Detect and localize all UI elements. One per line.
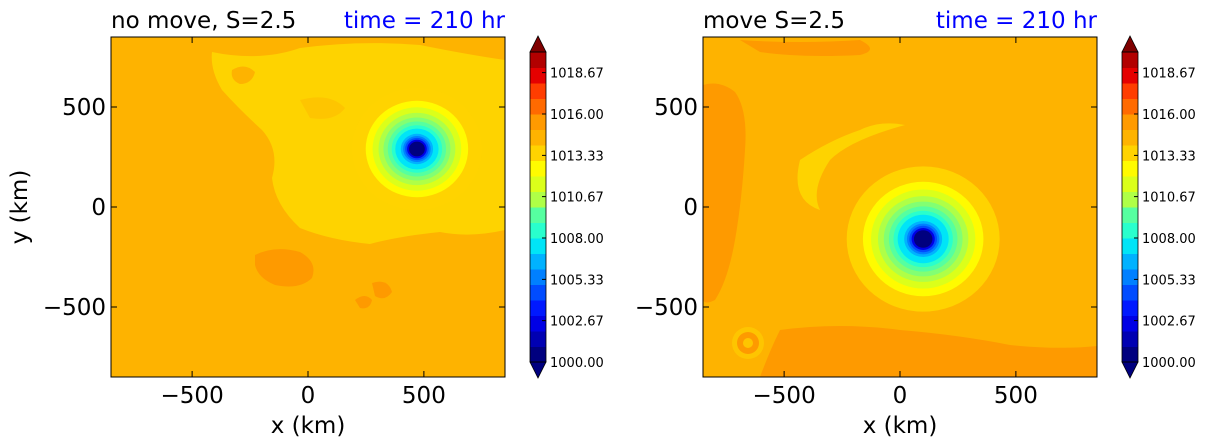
colorbar-tick-label: 1000.00 — [1142, 356, 1196, 371]
colorbar-segment — [1122, 145, 1138, 161]
colorbar-tick-label: 1000.00 — [550, 356, 604, 371]
colorbar-segment — [530, 129, 546, 146]
colorbar-segment — [1122, 222, 1138, 239]
colorbar-segment — [1122, 52, 1138, 68]
colorbar-segment — [1122, 67, 1138, 84]
colorbar-tick-label: 1013.33 — [550, 149, 604, 164]
colorbar-segment — [530, 331, 546, 347]
colorbar-segment — [530, 191, 546, 208]
colorbar-segment — [530, 284, 546, 301]
colorbar-tick-label: 1013.33 — [1142, 149, 1196, 164]
vortex-rings-move — [846, 166, 1000, 312]
colorbar-tick-label: 1016.00 — [1142, 108, 1196, 123]
colorbar-segment — [530, 83, 546, 99]
colorbar-extend-max — [529, 35, 547, 53]
time-label: time = 210 hr — [936, 8, 1098, 34]
x-tick-label: −500 — [753, 383, 816, 409]
colorbar-tick-label: 1016.00 — [550, 108, 604, 123]
colorbar-segment — [530, 145, 546, 161]
panel-title: no move, S=2.5 — [111, 8, 296, 34]
colorbar-extend-max — [1121, 35, 1139, 53]
y-tick-label: 0 — [91, 195, 106, 221]
x-axis-label: x (km) — [271, 413, 346, 439]
colorbar-tick-label: 1010.67 — [1142, 191, 1196, 206]
colorbar-tick-label: 1010.67 — [550, 191, 604, 206]
colorbar-segment — [530, 176, 546, 192]
x-tick-label: 500 — [994, 383, 1038, 409]
y-tick-label: 500 — [62, 95, 106, 121]
axis-ticks: −500 0 500 −500 0 500 — [43, 37, 505, 409]
vortex-rings-no-move — [351, 87, 482, 211]
colorbar-segment — [1122, 83, 1138, 99]
panel-no-move: −500 0 500 −500 0 500 no move, S=2.5 time = 2… — [7, 8, 604, 439]
colorbar-segment — [530, 114, 546, 130]
y-tick-label: −500 — [43, 295, 106, 321]
colorbar-segment — [1122, 98, 1138, 115]
colorbar-segment — [530, 222, 546, 239]
colorbar-segment — [530, 52, 546, 68]
colorbar-segment — [530, 315, 546, 332]
colorbar: 1018.67 1016.00 1013.33 1010.67 1008.00 1005.… — [1121, 35, 1196, 379]
colorbar-segment — [530, 253, 546, 270]
y-axis-label: y (km) — [7, 170, 33, 245]
colorbar-segment — [530, 160, 546, 177]
x-tick-label: 500 — [402, 383, 446, 409]
colorbar-segment — [530, 67, 546, 84]
colorbar-segment — [530, 238, 546, 254]
x-tick-label: 0 — [893, 383, 908, 409]
panel-title: move S=2.5 — [703, 8, 845, 34]
contour-field-no-move — [111, 37, 505, 377]
panel-move: −500 0 500 −500 0 500 move S=2.5 time = 210 h… — [635, 8, 1196, 439]
colorbar-tick-label: 1002.67 — [550, 315, 604, 330]
y-tick-label: 500 — [654, 95, 698, 121]
colorbar-tick-label: 1002.67 — [1142, 315, 1196, 330]
colorbar-frame — [529, 51, 547, 363]
colorbar-segment — [1122, 284, 1138, 301]
colorbar-tick-label: 1018.67 — [1142, 67, 1196, 82]
colorbar-tick-label: 1008.00 — [550, 232, 604, 247]
colorbar-segment — [1122, 315, 1138, 332]
contour-field-move — [703, 37, 1097, 377]
time-label: time = 210 hr — [344, 8, 506, 34]
colorbar-segment — [1122, 253, 1138, 270]
colorbar-segment — [1122, 114, 1138, 130]
colorbar-extend-min — [1121, 361, 1139, 379]
colorbar-segment — [1122, 300, 1138, 316]
colorbar-segment — [530, 207, 546, 223]
contour-ring — [409, 141, 425, 157]
x-axis-label: x (km) — [863, 413, 938, 439]
colorbar-segment — [1122, 207, 1138, 223]
x-tick-label: 0 — [301, 383, 316, 409]
x-tick-label: −500 — [161, 383, 224, 409]
colorbar-segment — [530, 98, 546, 115]
colorbar: 1018.67 1016.00 1013.33 1010.67 1008.00 1005.… — [529, 35, 604, 379]
colorbar-tick-label: 1008.00 — [1142, 232, 1196, 247]
colorbar-segment — [1122, 346, 1138, 363]
contour-ring — [913, 230, 933, 248]
colorbar-tick-label: 1005.33 — [550, 273, 604, 288]
colorbar-segment — [1122, 129, 1138, 146]
colorbar-segment — [530, 346, 546, 363]
y-tick-label: 0 — [683, 195, 698, 221]
colorbar-segment — [1122, 331, 1138, 347]
colorbar-segment — [1122, 176, 1138, 192]
colorbar-extend-min — [529, 361, 547, 379]
y-tick-label: −500 — [635, 295, 698, 321]
colorbar-tick-label: 1005.33 — [1142, 273, 1196, 288]
colorbar-frame — [1121, 51, 1139, 363]
colorbar-tick-label: 1018.67 — [550, 67, 604, 82]
colorbar-segment — [530, 300, 546, 316]
colorbar-segment — [1122, 269, 1138, 285]
colorbar-segment — [1122, 191, 1138, 208]
colorbar-segment — [1122, 238, 1138, 254]
colorbar-segment — [530, 269, 546, 285]
axis-ticks: −500 0 500 −500 0 500 — [635, 37, 1097, 409]
colorbar-segment — [1122, 160, 1138, 177]
